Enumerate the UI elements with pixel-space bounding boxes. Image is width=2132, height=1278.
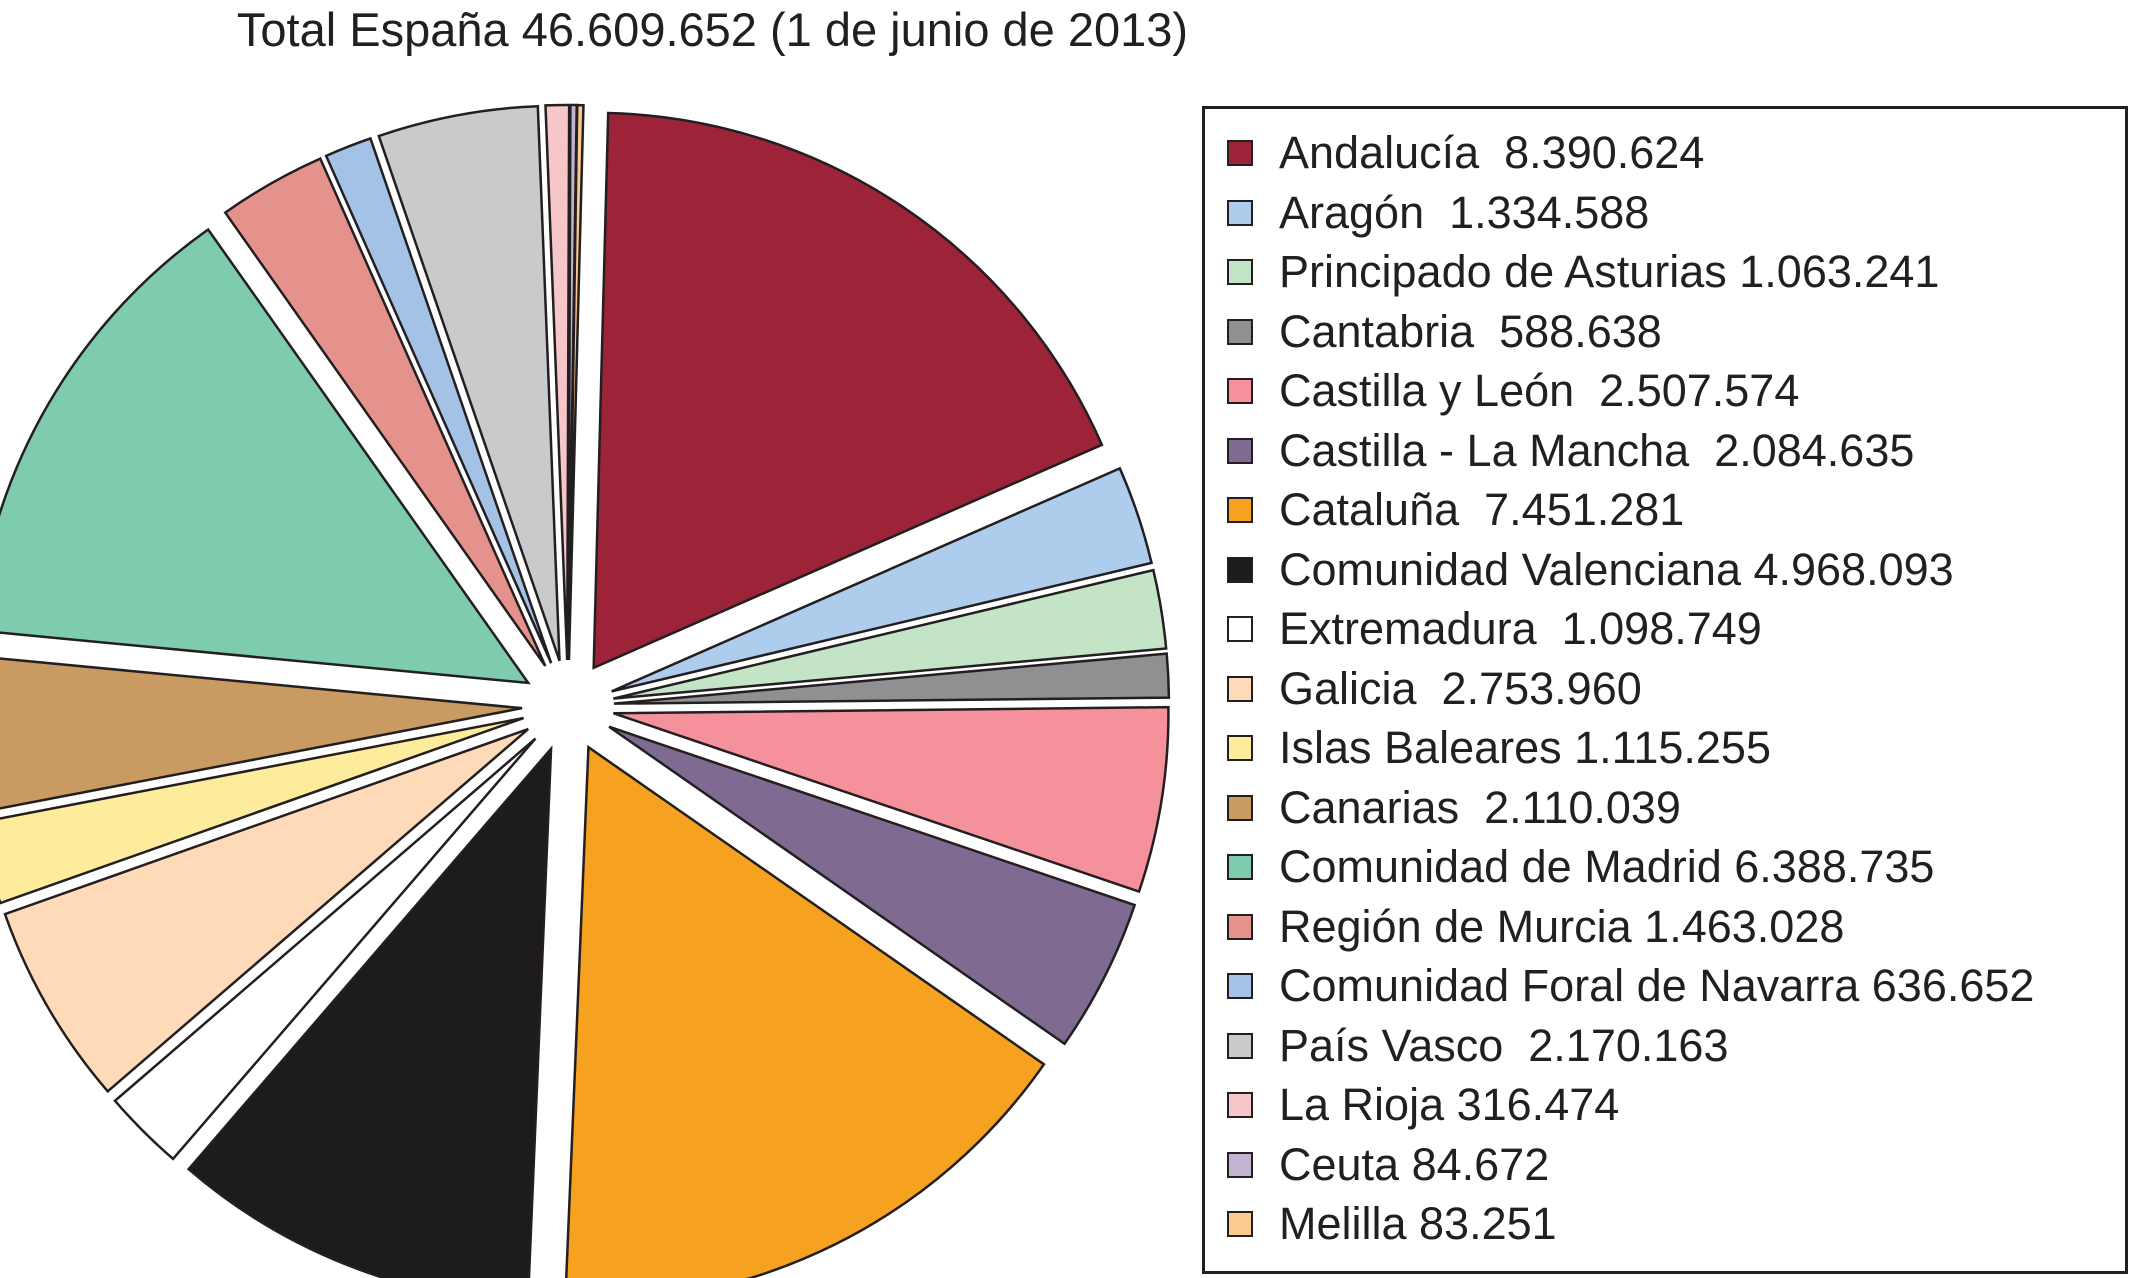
pie-slice-canarias xyxy=(0,657,523,810)
legend-swatch xyxy=(1227,1211,1253,1237)
legend-swatch xyxy=(1227,140,1253,166)
legend-item-andalucia: Andalucía 8.390.624 xyxy=(1227,126,1704,180)
legend-label: Comunidad Foral de Navarra 636.652 xyxy=(1279,960,2035,1011)
legend-item-castilla-la-mancha: Castilla - La Mancha 2.084.635 xyxy=(1227,424,1914,478)
legend-item-comunidad-de-madrid: Comunidad de Madrid 6.388.735 xyxy=(1227,840,1934,894)
legend-item-islas-baleares: Islas Baleares 1.115.255 xyxy=(1227,721,1771,775)
legend-label: Ceuta 84.672 xyxy=(1279,1138,1550,1190)
legend-label: Cantabria 588.638 xyxy=(1279,305,1662,357)
pie-slice-cantabria xyxy=(613,652,1171,705)
legend-item-castilla-y-leon: Castilla y León 2.507.574 xyxy=(1227,364,1799,418)
pie-slice-castilla-la-mancha xyxy=(608,725,1137,1046)
pie-slice-region-de-murcia xyxy=(223,157,547,667)
legend-swatch xyxy=(1227,378,1253,404)
legend-item-aragon: Aragón 1.334.588 xyxy=(1227,186,1649,240)
legend-label: Castilla - La Mancha 2.084.635 xyxy=(1279,424,1915,476)
legend-label: País Vasco 2.170.163 xyxy=(1279,1019,1729,1071)
legend-item-principado-de-asturias: Principado de Asturias 1.063.241 xyxy=(1227,245,1939,299)
legend-label: La Rioja 316.474 xyxy=(1279,1079,1620,1130)
legend-swatch xyxy=(1227,1151,1253,1178)
pie-slice-comunidad-foral-de-navarra xyxy=(324,136,553,664)
legend-label: Melilla 83.251 xyxy=(1279,1198,1557,1249)
legend-label: Canarias 2.110.039 xyxy=(1279,781,1681,833)
pie-slice-andalucia xyxy=(592,111,1104,670)
legend-item-cantabria: Cantabria 588.638 xyxy=(1227,305,1662,359)
legend-swatch xyxy=(1227,616,1253,642)
legend-label: Andalucía 8.390.624 xyxy=(1279,127,1705,178)
legend-label: Aragón 1.334.588 xyxy=(1279,186,1650,238)
legend-label: Comunidad de Madrid 6.388.735 xyxy=(1279,841,1935,892)
legend-label: Islas Baleares 1.115.255 xyxy=(1279,722,1771,773)
legend-label: Región de Murcia 1.463.028 xyxy=(1279,900,1845,952)
pie-slice-melilla xyxy=(567,103,585,661)
legend-swatch xyxy=(1227,556,1253,583)
legend-item-galicia: Galicia 2.753.960 xyxy=(1227,662,1642,716)
legend-swatch xyxy=(1227,675,1253,702)
legend-swatch xyxy=(1227,913,1253,940)
legend-item-ceuta: Ceuta 84.672 xyxy=(1227,1138,1549,1192)
legend-swatch xyxy=(1227,973,1253,999)
pie-slice-pais-vasco xyxy=(377,104,561,662)
legend-swatch xyxy=(1227,199,1253,226)
pie-slice-castilla-y-leon xyxy=(613,705,1170,894)
legend-label: Comunidad Valenciana 4.968.093 xyxy=(1279,543,1954,595)
pie-slice-galicia xyxy=(3,727,530,1094)
legend-swatch xyxy=(1227,497,1253,523)
legend-label: Extremadura 1.098.749 xyxy=(1279,603,1762,654)
legend-swatch xyxy=(1227,854,1253,880)
pie-slice-comunidad-valenciana xyxy=(186,745,553,1278)
legend-swatch xyxy=(1227,437,1253,464)
legend-swatch xyxy=(1227,735,1253,761)
pie-slice-extremadura xyxy=(113,737,537,1161)
legend-swatch xyxy=(1227,259,1253,285)
legend-swatch xyxy=(1227,318,1253,345)
legend-label: Cataluña 7.451.281 xyxy=(1279,484,1685,535)
legend: Andalucía 8.390.624 Aragón 1.334.588 Princ… xyxy=(1202,106,2128,1274)
pie-slice-principado-de-asturias xyxy=(613,568,1168,700)
legend-label: Principado de Asturias 1.063.241 xyxy=(1279,246,1940,297)
pie-slice-comunidad-de-madrid xyxy=(0,227,531,685)
legend-item-la-rioja: La Rioja 316.474 xyxy=(1227,1078,1619,1132)
legend-item-region-de-murcia: Región de Murcia 1.463.028 xyxy=(1227,900,1844,954)
legend-item-canarias: Canarias 2.110.039 xyxy=(1227,781,1681,835)
legend-item-comunidad-foral-de-navarra: Comunidad Foral de Navarra 636.652 xyxy=(1227,959,2034,1013)
pie-plot-area xyxy=(0,103,1171,1278)
legend-item-melilla: Melilla 83.251 xyxy=(1227,1197,1557,1251)
pie-slice-cataluna xyxy=(565,744,1046,1278)
chart-title: Total España 46.609.652 (1 de junio de 2… xyxy=(236,3,1189,56)
legend-item-pais-vasco: País Vasco 2.170.163 xyxy=(1227,1019,1728,1073)
legend-item-extremadura: Extremadura 1.098.749 xyxy=(1227,602,1762,656)
pie-slice-aragon xyxy=(611,466,1154,693)
legend-swatch xyxy=(1227,1032,1253,1059)
legend-label: Galicia 2.753.960 xyxy=(1279,662,1642,714)
legend-item-comunidad-valenciana: Comunidad Valenciana 4.968.093 xyxy=(1227,543,1954,597)
pie-slice-islas-baleares xyxy=(0,716,525,905)
legend-item-cataluna: Cataluña 7.451.281 xyxy=(1227,483,1684,537)
legend-label: Castilla y León 2.507.574 xyxy=(1279,365,1800,416)
legend-swatch xyxy=(1227,794,1253,821)
legend-swatch xyxy=(1227,1092,1253,1118)
